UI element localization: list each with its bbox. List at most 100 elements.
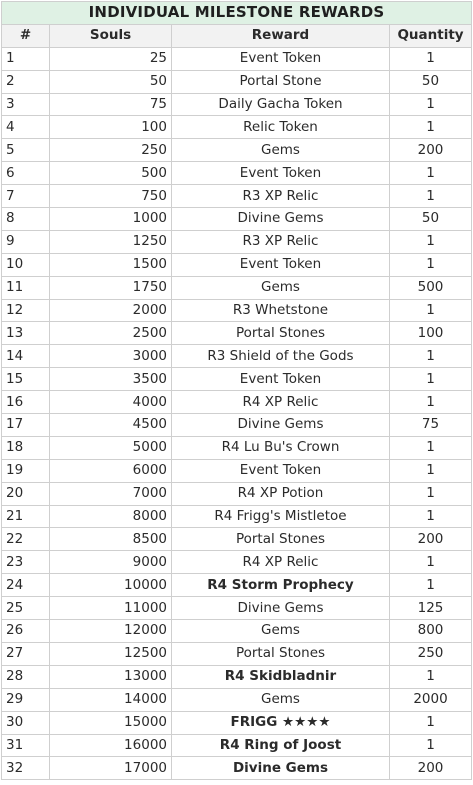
column-header-reward: Reward: [171, 23, 390, 48]
reward-cell: Gems: [171, 619, 390, 643]
souls-cell: 15000: [49, 710, 172, 735]
quantity-cell: 200: [388, 527, 473, 552]
table-row: 26 12000 Gems 800: [1, 619, 473, 643]
souls-cell: 8500: [49, 527, 172, 552]
row-number-cell: 19: [1, 458, 50, 483]
quantity-cell: 1: [388, 298, 473, 323]
quantity-cell: 1: [388, 504, 473, 529]
table-row: 28 13000 R4 Skidbladnir 1: [1, 664, 473, 689]
row-number-cell: 17: [1, 413, 50, 437]
quantity-cell: 1: [388, 184, 473, 209]
table-row: 4 100 Relic Token 1: [1, 115, 473, 140]
reward-cell: R4 XP Relic: [171, 550, 390, 575]
row-number-cell: 22: [1, 527, 50, 552]
reward-cell: Gems: [171, 687, 390, 712]
row-number-cell: 31: [1, 733, 50, 758]
row-number-cell: 27: [1, 641, 50, 666]
row-number-cell: 4: [1, 115, 50, 140]
column-header-number: #: [1, 23, 50, 48]
reward-cell: R4 Skidbladnir: [171, 664, 390, 689]
table-title: INDIVIDUAL MILESTONE REWARDS: [0, 1, 473, 25]
quantity-cell: 1: [388, 435, 473, 460]
table-body: 1 25 Event Token 1 2 50 Portal Stone 50 3 75 Daily…: [1, 46, 473, 781]
quantity-cell: 1: [388, 92, 473, 117]
souls-cell: 2500: [49, 321, 172, 346]
table-row: 31 16000 R4 Ring of Joost 1: [1, 733, 473, 758]
souls-cell: 3000: [49, 344, 172, 369]
souls-cell: 1000: [49, 207, 172, 231]
table-row: 32 17000 Divine Gems 200: [1, 756, 473, 781]
row-number-cell: 3: [1, 92, 50, 117]
reward-cell: Divine Gems: [171, 596, 390, 621]
title-row: INDIVIDUAL MILESTONE REWARDS: [0, 1, 473, 25]
souls-cell: 1250: [49, 229, 172, 254]
reward-cell: Portal Stones: [171, 641, 390, 666]
table-row: 14 3000 R3 Shield of the Gods 1: [1, 344, 473, 369]
table-row: 27 12500 Portal Stones 250: [1, 641, 473, 666]
table-row: 18 5000 R4 Lu Bu's Crown 1: [1, 435, 473, 460]
table-row: 25 11000 Divine Gems 125: [1, 596, 473, 621]
reward-cell: R3 Shield of the Gods: [171, 344, 390, 369]
souls-cell: 1750: [49, 275, 172, 300]
row-number-cell: 21: [1, 504, 50, 529]
quantity-cell: 1: [388, 115, 473, 140]
reward-cell: R4 Storm Prophecy: [171, 573, 390, 598]
row-number-cell: 8: [1, 207, 50, 231]
table-row: 16 4000 R4 XP Relic 1: [1, 390, 473, 415]
souls-cell: 13000: [49, 664, 172, 689]
reward-cell: Portal Stones: [171, 527, 390, 552]
table-row: 7 750 R3 XP Relic 1: [1, 184, 473, 209]
quantity-cell: 250: [388, 641, 473, 666]
table-row: 17 4500 Divine Gems 75: [1, 413, 473, 437]
reward-cell: R4 XP Potion: [171, 481, 390, 506]
table-row: 1 25 Event Token 1: [1, 46, 473, 71]
row-number-cell: 24: [1, 573, 50, 598]
quantity-cell: 1: [388, 390, 473, 415]
table-row: 11 1750 Gems 500: [1, 275, 473, 300]
souls-cell: 3500: [49, 367, 172, 392]
row-number-cell: 26: [1, 619, 50, 643]
souls-cell: 2000: [49, 298, 172, 323]
reward-cell: R3 XP Relic: [171, 184, 390, 209]
table-row: 22 8500 Portal Stones 200: [1, 527, 473, 552]
reward-cell: Event Token: [171, 46, 390, 71]
table-row: 15 3500 Event Token 1: [1, 367, 473, 392]
table-row: 5 250 Gems 200: [1, 138, 473, 163]
quantity-cell: 1: [388, 710, 473, 735]
row-number-cell: 20: [1, 481, 50, 506]
souls-cell: 17000: [49, 756, 172, 781]
quantity-cell: 1: [388, 367, 473, 392]
row-number-cell: 7: [1, 184, 50, 209]
souls-cell: 750: [49, 184, 172, 209]
row-number-cell: 2: [1, 69, 50, 94]
quantity-cell: 2000: [388, 687, 473, 712]
reward-cell: Daily Gacha Token: [171, 92, 390, 117]
quantity-cell: 500: [388, 275, 473, 300]
reward-cell: R4 Lu Bu's Crown: [171, 435, 390, 460]
table-row: 6 500 Event Token 1: [1, 161, 473, 186]
row-number-cell: 28: [1, 664, 50, 689]
table-row: 24 10000 R4 Storm Prophecy 1: [1, 573, 473, 598]
quantity-cell: 50: [388, 207, 473, 231]
row-number-cell: 15: [1, 367, 50, 392]
row-number-cell: 9: [1, 229, 50, 254]
row-number-cell: 29: [1, 687, 50, 712]
table-row: 23 9000 R4 XP Relic 1: [1, 550, 473, 575]
quantity-cell: 200: [388, 756, 473, 781]
souls-cell: 1500: [49, 252, 172, 277]
quantity-cell: 800: [388, 619, 473, 643]
reward-cell: Event Token: [171, 252, 390, 277]
souls-cell: 50: [49, 69, 172, 94]
reward-cell: Event Token: [171, 458, 390, 483]
souls-cell: 12000: [49, 619, 172, 643]
row-number-cell: 6: [1, 161, 50, 186]
reward-cell: R4 Ring of Joost: [171, 733, 390, 758]
row-number-cell: 32: [1, 756, 50, 781]
row-number-cell: 11: [1, 275, 50, 300]
table-row: 30 15000 FRIGG ★★★★ 1: [1, 710, 473, 735]
reward-cell: Divine Gems: [171, 413, 390, 437]
quantity-cell: 1: [388, 344, 473, 369]
souls-cell: 12500: [49, 641, 172, 666]
row-number-cell: 1: [1, 46, 50, 71]
